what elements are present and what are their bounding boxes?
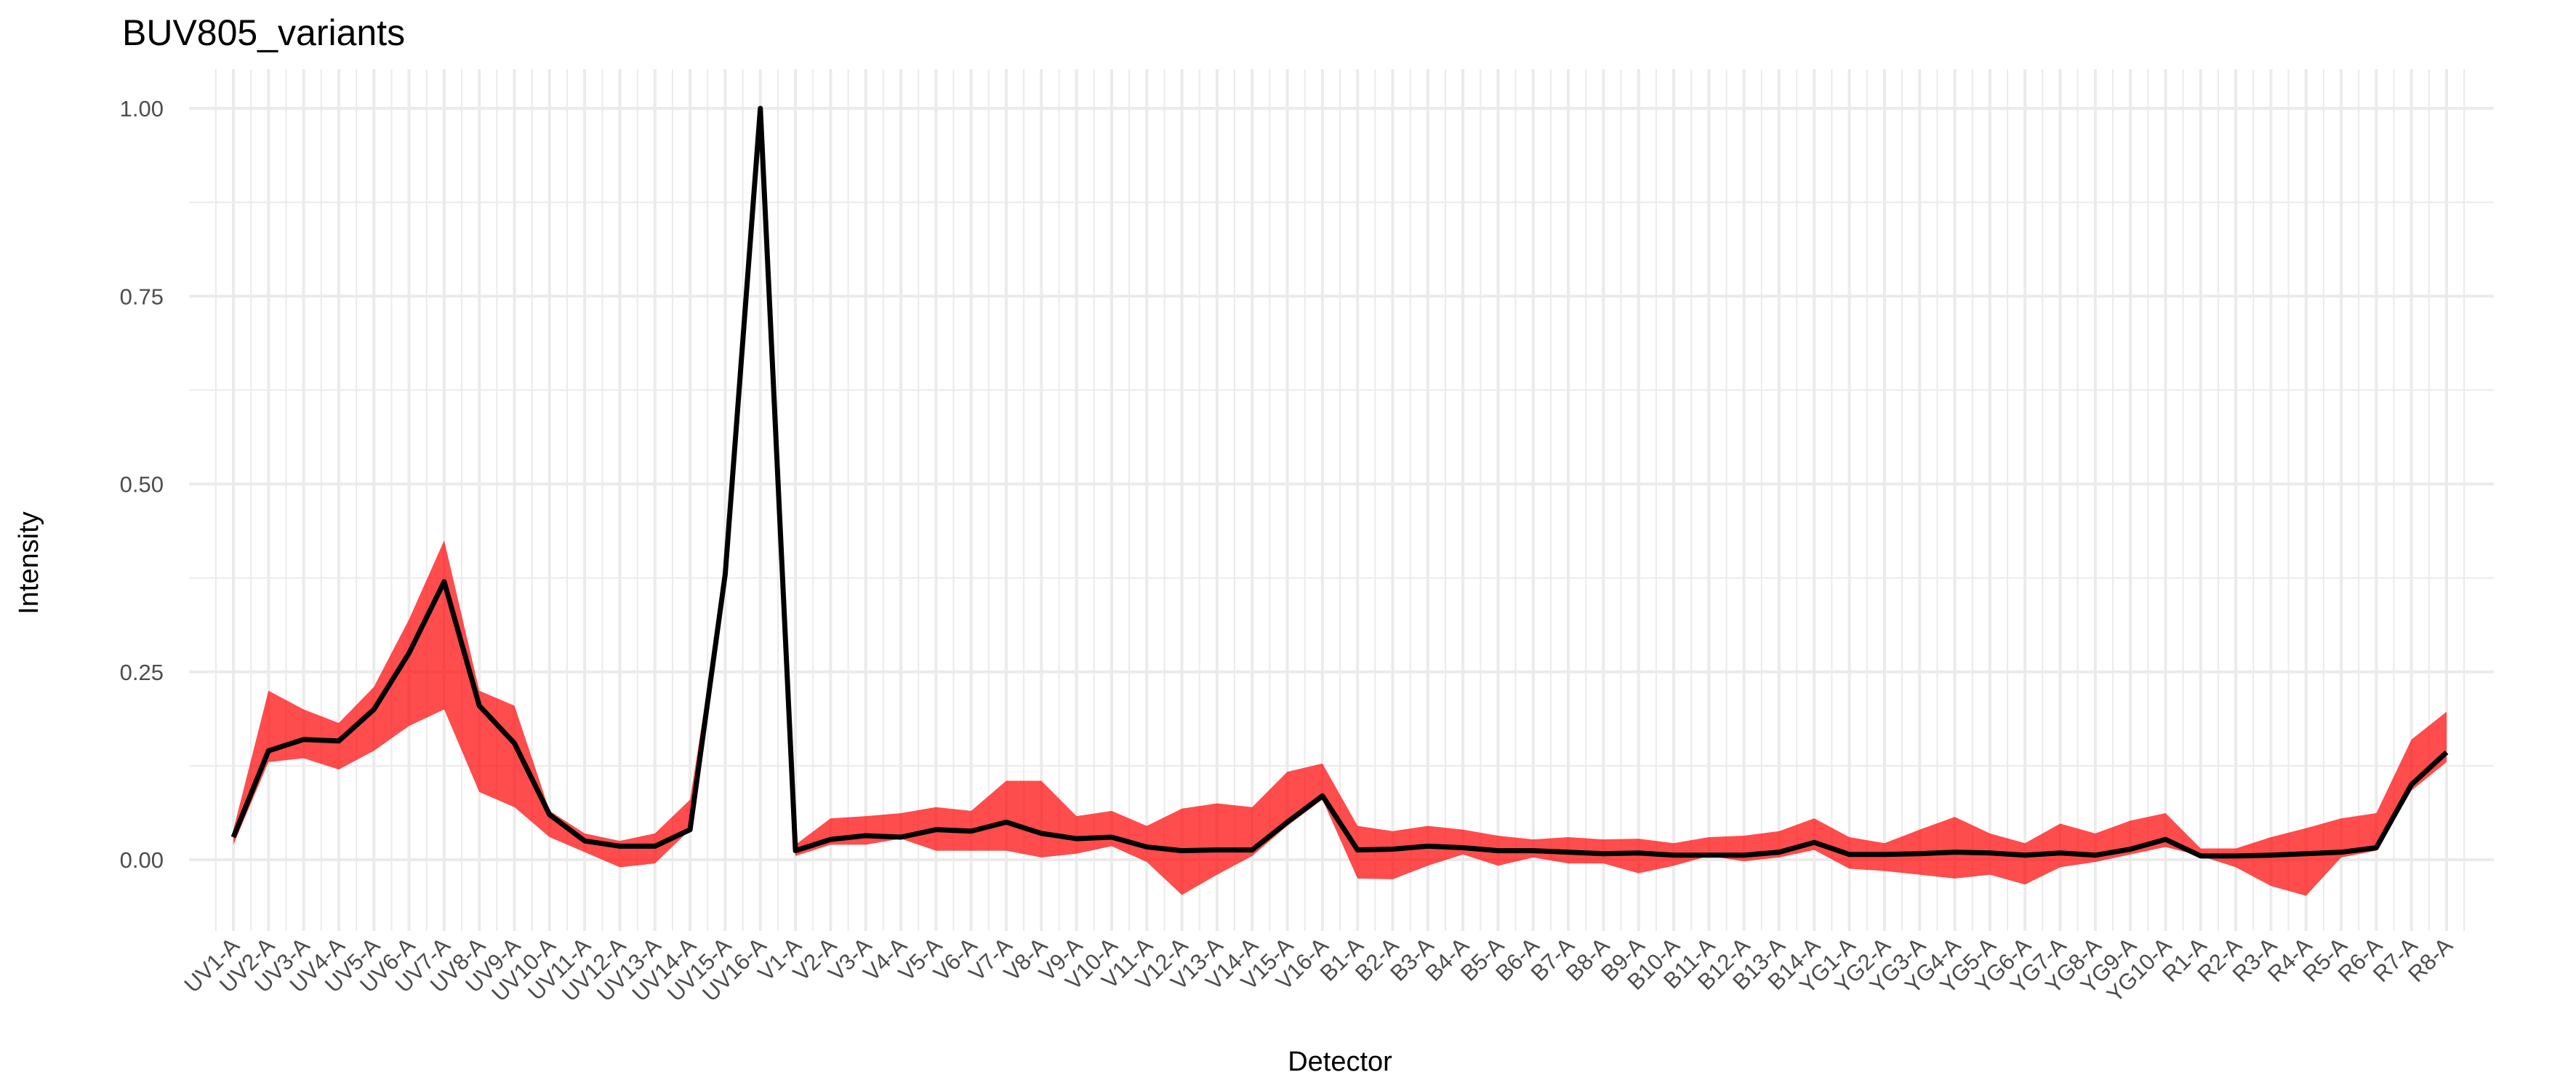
y-tick-label: 0.25 <box>120 660 164 685</box>
y-axis-label: Intensity <box>14 511 44 615</box>
y-tick-label: 0.50 <box>120 472 164 497</box>
y-tick-label: 0.75 <box>120 284 164 309</box>
x-axis: UV1-AUV2-AUV3-AUV4-AUV5-AUV6-AUV7-AUV8-A… <box>180 932 2458 1007</box>
y-tick-label: 0.00 <box>120 847 164 873</box>
chart-title: BUV805_variants <box>122 12 405 53</box>
grid <box>189 69 2494 931</box>
mean-line <box>230 105 2449 859</box>
y-axis: 0.00 0.25 0.50 0.75 1.00 <box>120 96 164 873</box>
x-axis-label: Detector <box>1288 1047 1392 1077</box>
y-tick-label: 1.00 <box>120 96 164 121</box>
line-layer <box>230 105 2449 859</box>
